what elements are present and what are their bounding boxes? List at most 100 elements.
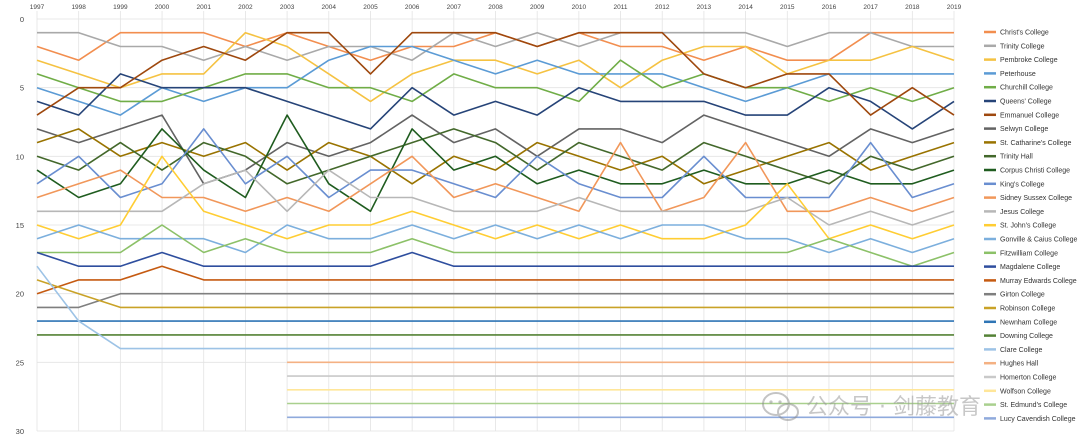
x-tick-label: 2008 xyxy=(488,4,503,11)
legend-item: Jesus College xyxy=(984,209,1044,216)
series-lines xyxy=(36,31,955,419)
legend-label: St. Edmund's College xyxy=(1000,402,1067,409)
legend-label: St. John's College xyxy=(1000,223,1056,230)
x-tick-label: 2010 xyxy=(572,4,587,11)
legend-label: Pembroke College xyxy=(1000,57,1058,64)
legend-item: Wolfson College xyxy=(984,388,1051,395)
watermark-text: 公众号 · 剑藤教育 xyxy=(806,395,981,420)
legend-label: Churchill College xyxy=(1000,85,1053,92)
x-tick-label: 2007 xyxy=(447,4,462,11)
legend-label: Christ's College xyxy=(1000,30,1049,37)
legend-item: Gonville & Caius College xyxy=(984,237,1078,244)
legend-item: St. John's College xyxy=(984,223,1056,230)
x-tick-label: 2014 xyxy=(738,4,753,11)
legend-item: Fitzwilliam College xyxy=(984,250,1058,257)
legend-label: Robinson College xyxy=(1000,306,1055,313)
series-line-peterhouse xyxy=(36,45,954,116)
series-line-trinity-college xyxy=(37,31,954,61)
x-tick-label: 2004 xyxy=(322,4,337,11)
legend-label: Jesus College xyxy=(1000,209,1044,216)
series-line-emmanuel-college xyxy=(36,31,955,116)
y-tick-label: 20 xyxy=(16,290,24,299)
legend-label: Girton College xyxy=(1000,292,1045,299)
legend-item: Christ's College xyxy=(984,30,1049,37)
legend-label: Murray Edwards College xyxy=(1000,278,1077,285)
legend-label: Corpus Christi College xyxy=(1000,168,1070,175)
series-line-trinity-hall xyxy=(36,128,955,185)
legend-label: Sidney Sussex College xyxy=(1000,195,1072,202)
y-tick-label: 10 xyxy=(16,152,24,161)
legend-item: Girton College xyxy=(984,292,1045,299)
watermark: 公众号 · 剑藤教育 xyxy=(762,392,981,421)
legend-item: Clare College xyxy=(984,347,1043,354)
legend-item: King's College xyxy=(984,181,1045,188)
y-axis-ticks: 0 5 10 15 20 25 30 xyxy=(16,15,24,436)
series-line-clare-college xyxy=(36,265,954,350)
x-tick-label: 2002 xyxy=(238,4,253,11)
legend-item: Hughes Hall xyxy=(984,361,1039,368)
legend-label: Trinity Hall xyxy=(1000,154,1033,161)
legend-label: Clare College xyxy=(1000,347,1043,354)
legend-label: Homerton College xyxy=(1000,375,1057,382)
x-tick-label: 2016 xyxy=(822,4,837,11)
series-line-st-john-s-college xyxy=(36,155,955,240)
legend-label: Gonville & Caius College xyxy=(1000,237,1078,244)
legend-label: Newnham College xyxy=(1000,319,1057,326)
x-tick-label: 1997 xyxy=(30,4,45,11)
y-tick-label: 25 xyxy=(16,358,24,367)
legend-label: Fitzwilliam College xyxy=(1000,250,1058,257)
x-axis-ticks: 1997 1998 1999 2000 2001 2002 2003 2004 2005 2006… xyxy=(30,4,962,11)
legend-item: St. Catharine's College xyxy=(984,140,1071,147)
legend-item: Sidney Sussex College xyxy=(984,195,1072,202)
x-tick-label: 2015 xyxy=(780,4,795,11)
legend-item: Peterhouse xyxy=(984,71,1036,78)
y-tick-label: 0 xyxy=(20,15,24,24)
legend: Christ's College Trinity College Pembroke … xyxy=(984,30,1078,423)
series-line-magdalene-college xyxy=(36,251,954,267)
legend-item: Churchill College xyxy=(984,85,1053,92)
legend-label: Selwyn College xyxy=(1000,126,1048,133)
legend-item: Newnham College xyxy=(984,319,1057,326)
series-line-churchill-college xyxy=(36,59,955,103)
legend-item: St. Edmund's College xyxy=(984,402,1067,409)
legend-label: Trinity College xyxy=(1000,43,1045,50)
x-tick-label: 2005 xyxy=(363,4,378,11)
x-tick-label: 2000 xyxy=(155,4,170,11)
legend-item: Lucy Cavendish College xyxy=(984,416,1076,423)
x-tick-label: 1998 xyxy=(71,4,86,11)
legend-label: Emmanuel College xyxy=(1000,112,1059,119)
x-tick-label: 2006 xyxy=(405,4,420,11)
x-tick-label: 2001 xyxy=(196,4,211,11)
legend-label: Hughes Hall xyxy=(1000,361,1039,368)
series-line-king-s-college xyxy=(36,128,955,199)
series-line-corpus-christi-college xyxy=(36,114,955,213)
legend-item: Robinson College xyxy=(984,306,1055,313)
y-tick-label: 30 xyxy=(16,427,24,436)
series-line-selwyn-college xyxy=(36,114,955,185)
legend-item: Trinity College xyxy=(984,43,1045,50)
legend-item: Selwyn College xyxy=(984,126,1048,133)
legend-label: Wolfson College xyxy=(1000,388,1051,395)
series-line-gonville-caius-college xyxy=(36,224,955,254)
series-line-murray-edwards-college xyxy=(36,265,954,295)
legend-label: Queens' College xyxy=(1000,99,1052,106)
x-tick-label: 2017 xyxy=(863,4,878,11)
series-line-robinson-college xyxy=(36,279,954,309)
legend-item: Murray Edwards College xyxy=(984,278,1077,285)
legend-label: Downing College xyxy=(1000,333,1053,340)
y-tick-label: 5 xyxy=(20,84,24,93)
legend-item: Magdalene College xyxy=(984,264,1060,271)
x-tick-label: 2011 xyxy=(614,4,628,11)
legend-item: Emmanuel College xyxy=(984,112,1059,119)
x-tick-label: 2018 xyxy=(905,4,920,11)
legend-label: St. Catharine's College xyxy=(1000,140,1071,147)
legend-item: Homerton College xyxy=(984,375,1057,382)
x-tick-label: 2012 xyxy=(655,4,670,11)
series-line-pembroke-college xyxy=(36,31,955,103)
series-line-queens-college xyxy=(36,73,955,130)
x-tick-label: 2009 xyxy=(530,4,545,11)
x-tick-label: 2003 xyxy=(280,4,295,11)
legend-item: Trinity Hall xyxy=(984,154,1033,161)
y-tick-label: 15 xyxy=(16,221,24,230)
legend-item: Corpus Christi College xyxy=(984,168,1070,175)
